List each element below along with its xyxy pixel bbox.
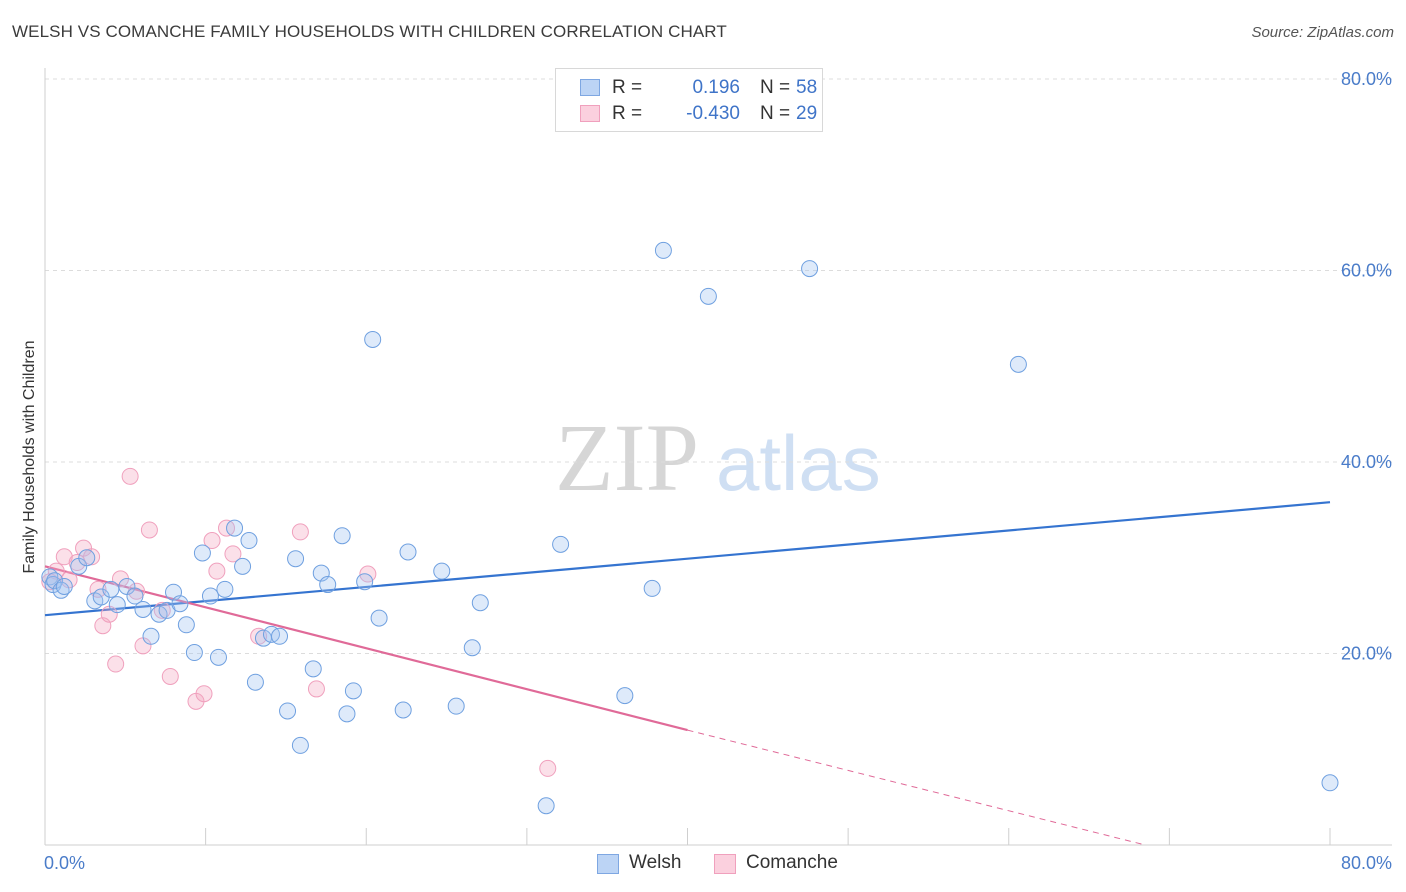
welsh-point [78,549,96,567]
welsh-point [356,573,374,591]
welsh-point [226,519,244,537]
y-tick-label: 80.0% [1341,69,1392,89]
welsh-point [364,330,382,348]
welsh-point [216,580,234,598]
welsh-point [447,697,465,715]
welsh-point [234,557,252,575]
legend-n-label: N = [760,77,791,98]
axes [44,68,1392,846]
tick-labels: 20.0% 40.0% 60.0% 80.0% 0.0% 80.0% [44,69,1392,873]
welsh-trend-line [44,501,1331,617]
legend-n-value: 29 [796,103,818,124]
watermark-zip: ZIP [555,404,699,511]
legend-r-value: -0.430 [686,103,740,124]
welsh-point [699,287,717,305]
x-tick-label: 80.0% [1341,853,1392,873]
comanche-point [224,545,242,563]
comanche-point [291,523,309,541]
gridlines [45,78,1392,654]
welsh-point [287,550,305,568]
comanche-point [539,759,557,777]
welsh-swatch [597,854,619,874]
welsh-point [201,587,219,605]
legend: R = 0.196 N = 58 R = -0.430 N = 29 [555,68,823,132]
comanche-swatch [714,854,736,874]
bottom-legend-label: Comanche [746,852,838,873]
welsh-point [616,687,634,705]
welsh-point [319,576,337,594]
comanche-point [140,521,158,539]
watermark-atlas: atlas [716,419,881,507]
comanche-trend-extension [687,729,1146,846]
welsh-point [171,595,189,613]
comanche-point [161,667,179,685]
welsh-point [394,701,412,719]
welsh-point [271,627,289,645]
comanche-point [83,548,101,566]
x-tick-label: 0.0% [44,853,85,873]
watermark: ZIP atlas [555,404,881,511]
y-tick-label: 20.0% [1341,644,1392,664]
welsh-point [537,797,555,815]
welsh-swatch [580,79,600,96]
welsh-point [102,580,120,598]
comanche-point [208,562,226,580]
comanche-point [307,680,325,698]
welsh-point [370,609,388,627]
legend-r-value: 0.196 [692,77,740,98]
welsh-point [142,627,160,645]
welsh-point [240,532,258,550]
comanche-points [41,467,557,777]
y-axis-title: Family Households with Children [21,341,38,574]
welsh-point [344,682,362,700]
welsh-point [654,241,672,259]
welsh-point [399,543,417,561]
comanche-point [195,685,213,703]
chart-source: Source: ZipAtlas.com [1251,24,1394,41]
welsh-point [209,648,227,666]
y-tick-label: 40.0% [1341,452,1392,472]
welsh-point [801,260,819,278]
welsh-point [185,644,203,662]
legend-n-value: 58 [796,77,818,98]
comanche-swatch [580,105,600,122]
comanche-trend-line [44,565,688,732]
trend-lines [44,501,1331,846]
welsh-point [108,596,126,614]
welsh-point [55,577,73,595]
welsh-point [1321,774,1339,792]
y-tick-label: 60.0% [1341,261,1392,281]
welsh-points [41,241,1339,815]
welsh-point [433,562,451,580]
welsh-point [338,705,356,723]
welsh-point [471,594,489,612]
welsh-point [46,572,64,590]
welsh-point [552,535,570,553]
bottom-legend-label: Welsh [629,852,682,873]
comanche-point [203,532,221,550]
welsh-point [193,544,211,562]
welsh-point [126,587,144,605]
welsh-point [279,702,297,720]
welsh-point [246,673,264,691]
welsh-point [291,736,309,754]
comanche-point [121,467,139,485]
legend-r-label: R = [612,77,643,98]
welsh-point [177,616,195,634]
welsh-point [1009,355,1027,373]
welsh-point [304,660,322,678]
comanche-point [107,655,125,673]
welsh-point [643,579,661,597]
legend-r-label: R = [612,103,643,124]
chart-title: WELSH VS COMANCHE FAMILY HOUSEHOLDS WITH… [12,22,727,41]
legend-n-label: N = [760,103,791,124]
welsh-point [333,527,351,545]
welsh-point [150,605,168,623]
welsh-point [463,639,481,657]
welsh-point [134,600,152,618]
